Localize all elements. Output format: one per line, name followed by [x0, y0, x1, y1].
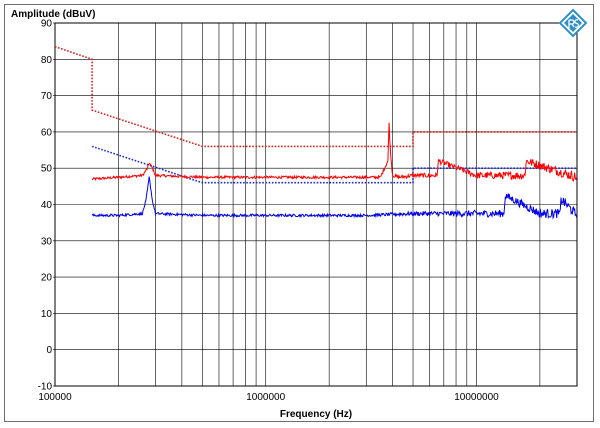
limit-line-0	[54, 45, 577, 148]
y-tick-label: -10	[38, 382, 53, 393]
limit-line-1	[91, 145, 577, 184]
trace-line-2	[91, 122, 578, 182]
y-tick-label: 70	[41, 91, 53, 102]
y-tick-label: 40	[41, 200, 53, 211]
y-tick-label: 50	[41, 164, 53, 175]
y-tick-label: 30	[41, 236, 53, 247]
y-tick-label: 90	[41, 19, 53, 30]
y-tick-label: 10	[41, 309, 53, 320]
y-tick-label: 60	[41, 127, 53, 138]
y-tick-labels: -10 0 10 20 30 40 50 60 70 80 90	[38, 19, 55, 393]
x-tick-label: 1000000	[246, 392, 285, 403]
y-tick-label: 20	[41, 273, 53, 284]
x-tick-label: 10000000	[454, 392, 499, 403]
series-group	[54, 45, 578, 220]
y-axis-label: Amplitude (dBuV)	[11, 9, 95, 20]
y-tick-label: 80	[41, 55, 53, 66]
x-tick-label: 100000	[38, 392, 72, 403]
chart-frame: -10 0 10 20 30 40 50 60 70 80 90 100000 1000000 1000…	[4, 4, 594, 422]
grid	[54, 22, 578, 387]
y-tick-label: 0	[46, 345, 52, 356]
rohde-schwarz-logo-icon	[558, 8, 588, 38]
x-tick-labels: 100000 1000000 10000000	[38, 392, 499, 403]
x-axis-label: Frequency (Hz)	[280, 409, 352, 420]
trace-line-3	[91, 176, 578, 220]
